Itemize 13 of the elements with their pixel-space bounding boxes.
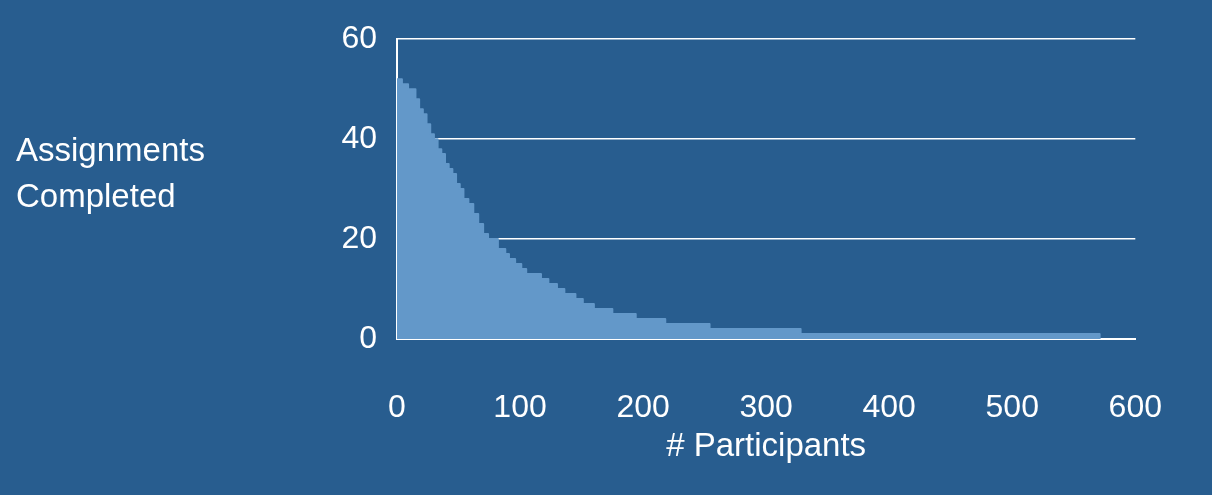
y-tick-label: 60 <box>341 19 377 56</box>
x-axis-title: # Participants <box>666 426 867 464</box>
y-axis-title: Assignments Completed <box>16 131 205 215</box>
x-tick-label: 600 <box>1108 388 1162 425</box>
x-tick-label: 100 <box>493 388 547 425</box>
x-tick-label: 0 <box>388 388 406 425</box>
x-tick-label: 200 <box>616 388 670 425</box>
x-tick-label: 500 <box>985 388 1039 425</box>
y-tick-label: 0 <box>359 318 377 355</box>
y-tick-label: 40 <box>341 118 377 155</box>
y-tick-label: 20 <box>341 218 377 255</box>
x-tick-label: 300 <box>739 388 793 425</box>
x-tick-label: 400 <box>862 388 916 425</box>
